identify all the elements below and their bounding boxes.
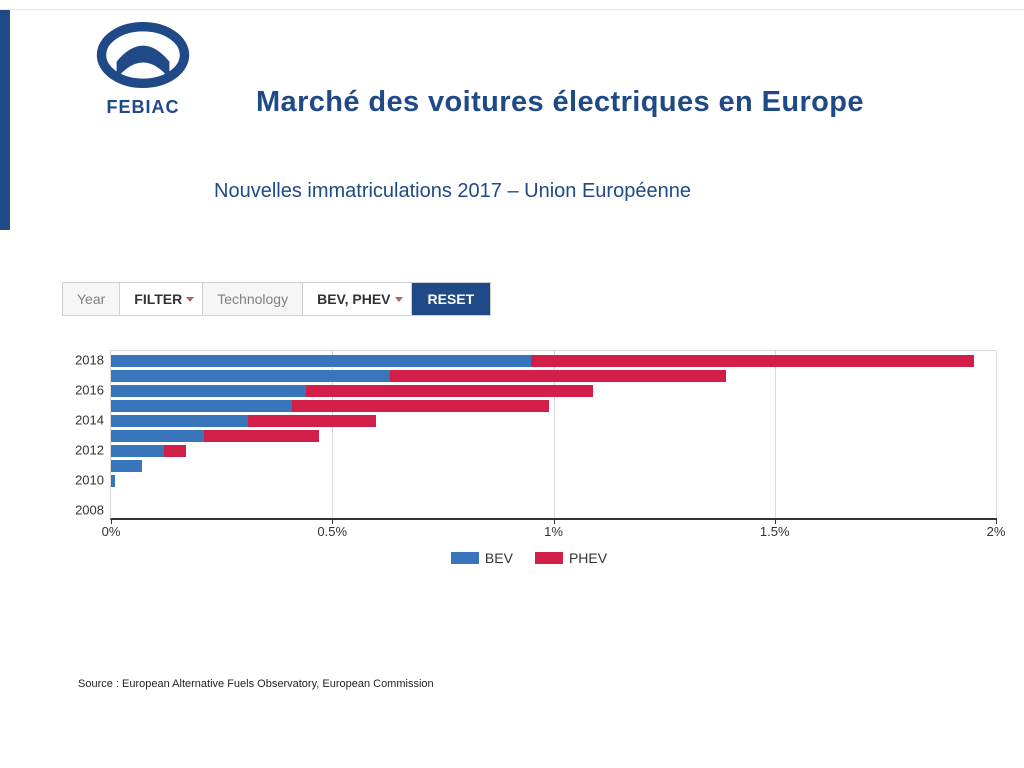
bar-segment-phev xyxy=(531,355,974,367)
page-title: Marché des voitures électriques en Europ… xyxy=(256,86,864,119)
source-line: Source : European Alternative Fuels Obse… xyxy=(78,678,434,690)
plot-area: 0%0.5%1%1.5%2% xyxy=(110,350,996,520)
bar-segment-bev xyxy=(111,460,142,472)
brand-logo: FEBIAC xyxy=(95,22,191,118)
x-tick-label: 2% xyxy=(987,524,1006,539)
bar-row xyxy=(111,430,996,442)
filter-year-value[interactable]: FILTER xyxy=(120,283,203,315)
brand-name: FEBIAC xyxy=(95,97,191,118)
y-tick-label: 2016 xyxy=(75,383,104,398)
filter-bar: Year FILTER Technology BEV, PHEV RESET xyxy=(62,282,491,316)
x-tick-label: 0% xyxy=(102,524,121,539)
bar-row xyxy=(111,355,996,367)
bar-segment-phev xyxy=(204,430,319,442)
bar-segment-bev xyxy=(111,445,164,457)
legend: BEV PHEV xyxy=(62,550,996,566)
x-tick-label: 1.5% xyxy=(760,524,790,539)
legend-swatch xyxy=(535,552,563,564)
legend-label: BEV xyxy=(485,550,513,566)
bar-segment-bev xyxy=(111,475,115,487)
bar-segment-phev xyxy=(248,415,376,427)
y-tick-label: 2010 xyxy=(75,472,104,487)
legend-item: PHEV xyxy=(535,550,607,566)
y-tick-label: 2012 xyxy=(75,442,104,457)
bar-row xyxy=(111,400,996,412)
legend-label: PHEV xyxy=(569,550,607,566)
legend-item: BEV xyxy=(451,550,513,566)
filter-tech-value[interactable]: BEV, PHEV xyxy=(303,283,411,315)
left-stripe xyxy=(0,10,10,230)
page-subtitle: Nouvelles immatriculations 2017 – Union … xyxy=(214,180,691,203)
bar-segment-bev xyxy=(111,370,390,382)
y-tick-label: 2014 xyxy=(75,413,104,428)
bar-row xyxy=(111,370,996,382)
bar-segment-bev xyxy=(111,355,531,367)
febiac-logo-icon xyxy=(95,22,191,88)
bar-segment-phev xyxy=(292,400,549,412)
bar-row xyxy=(111,385,996,397)
filter-year-label: Year xyxy=(63,283,120,315)
registrations-chart: 201820162014201220102008 0%0.5%1%1.5%2% … xyxy=(62,350,996,566)
bar-segment-bev xyxy=(111,415,248,427)
bar-row xyxy=(111,445,996,457)
bar-row xyxy=(111,415,996,427)
x-tick-label: 1% xyxy=(544,524,563,539)
bar-segment-phev xyxy=(164,445,186,457)
bar-segment-bev xyxy=(111,400,292,412)
bar-row xyxy=(111,490,996,502)
bar-segment-bev xyxy=(111,430,204,442)
x-tick-label: 0.5% xyxy=(317,524,347,539)
bar-row xyxy=(111,475,996,487)
legend-swatch xyxy=(451,552,479,564)
top-border xyxy=(0,0,1024,10)
bar-segment-phev xyxy=(390,370,726,382)
y-tick-label: 2008 xyxy=(75,502,104,517)
bar-row xyxy=(111,460,996,472)
filter-reset-button[interactable]: RESET xyxy=(412,283,491,315)
gridline xyxy=(996,351,997,518)
filter-tech-label: Technology xyxy=(203,283,303,315)
bar-segment-phev xyxy=(306,385,594,397)
bar-segment-bev xyxy=(111,385,306,397)
y-tick-label: 2018 xyxy=(75,353,104,368)
y-axis: 2018 2016 2014 2012 2010 2008 xyxy=(62,350,110,520)
bar-row xyxy=(111,505,996,517)
